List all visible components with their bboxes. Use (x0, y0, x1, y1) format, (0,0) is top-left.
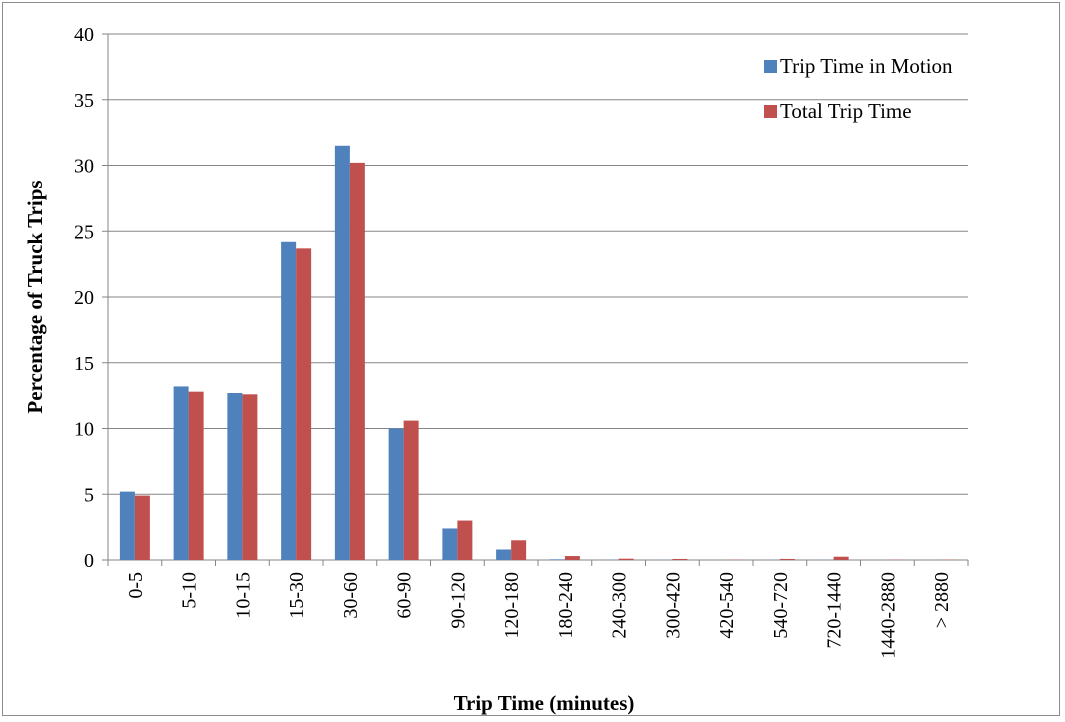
y-tick-label: 5 (84, 484, 94, 506)
legend-label: Trip Time in Motion (780, 54, 953, 78)
bar-in-motion (119, 491, 135, 560)
bar-total (188, 391, 204, 560)
y-tick-label: 15 (74, 353, 94, 375)
y-tick-label: 0 (84, 550, 94, 572)
x-tick-label: 90-120 (447, 572, 469, 629)
bar-total (618, 558, 634, 560)
x-tick-label: 420-540 (716, 572, 738, 639)
x-axis-title: Trip Time (minutes) (454, 691, 635, 715)
y-tick-label: 25 (74, 221, 94, 243)
x-tick-label: 1440-2880 (877, 572, 899, 659)
bar-in-motion (388, 428, 404, 560)
bar-in-motion (227, 392, 243, 560)
bar-total (242, 394, 258, 560)
bar-total (296, 248, 312, 560)
bar-in-motion (442, 528, 458, 560)
y-axis-title: Percentage of Truck Trips (23, 180, 47, 413)
bar-total (457, 520, 473, 560)
bar-total (134, 495, 150, 560)
x-tick-label: 540-720 (770, 572, 792, 639)
x-tick-label: 180-240 (555, 572, 577, 639)
bar-in-motion (173, 386, 189, 560)
x-tick-label: 60-90 (394, 572, 416, 619)
x-tick-label: 300-420 (662, 572, 684, 639)
x-tick-label: 30-60 (340, 572, 362, 619)
bar-total (564, 556, 580, 560)
bar-in-motion (549, 559, 565, 560)
bar-total (672, 558, 688, 560)
bar-in-motion (334, 145, 350, 560)
x-tick-label: 5-10 (179, 572, 201, 609)
bar-total (403, 420, 419, 560)
x-tick-label: > 2880 (931, 572, 953, 628)
y-tick-label: 30 (74, 156, 94, 178)
bar-total (779, 558, 795, 560)
bar-in-motion (496, 549, 512, 560)
y-tick-label: 35 (74, 90, 94, 112)
legend-swatch (764, 105, 777, 118)
y-tick-label: 20 (74, 287, 94, 309)
bar-in-motion (281, 241, 297, 560)
x-tick-label: 15-30 (286, 572, 308, 619)
x-tick-label: 720-1440 (824, 572, 846, 649)
y-tick-label: 10 (74, 419, 94, 441)
legend-swatch (764, 60, 777, 73)
bar-total (511, 540, 527, 560)
x-tick-label: 10-15 (232, 572, 254, 619)
bar-total (833, 556, 849, 560)
x-tick-label: 0-5 (125, 572, 147, 599)
x-tick-label: 120-180 (501, 572, 523, 639)
x-tick-label: 240-300 (609, 572, 631, 639)
legend-label: Total Trip Time (780, 99, 912, 123)
bar-total (349, 162, 365, 560)
y-tick-label: 40 (74, 24, 94, 46)
